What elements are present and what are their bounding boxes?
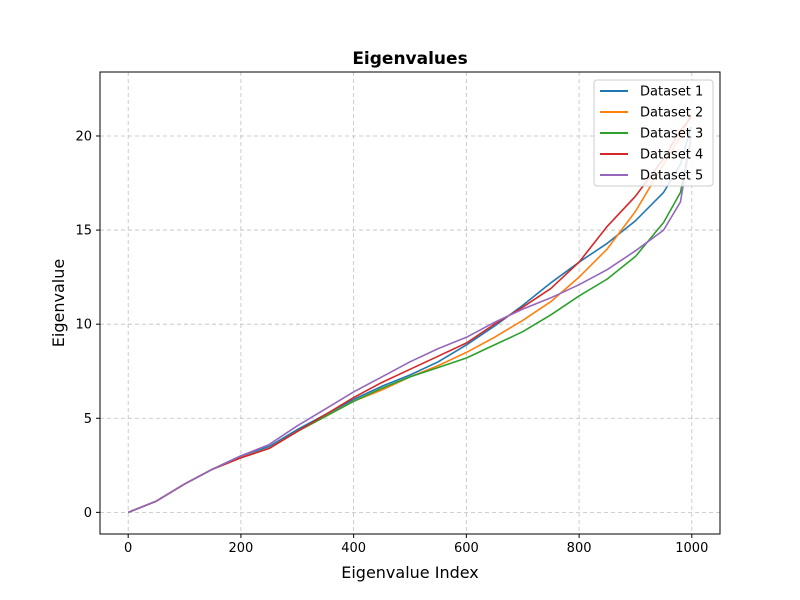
legend-label-2: Dataset 2	[640, 106, 703, 121]
legend-label-3: Dataset 3	[640, 127, 703, 142]
series-line-4	[127, 116, 692, 514]
ticks: 0 200 400 600 800 1000 0 5 10 15 20	[75, 129, 708, 556]
series-line-5	[127, 135, 693, 514]
plot-frame	[99, 71, 721, 535]
x-axis-label: Eigenvalue Index	[341, 563, 479, 582]
legend-label-4: Dataset 4	[640, 148, 703, 163]
x-tick-label: 200	[228, 541, 253, 556]
legend: Dataset 1 Dataset 2 Dataset 3 Dataset 4 Data…	[593, 79, 714, 187]
y-axis-label: Eigenvalue	[49, 259, 68, 347]
x-tick-label: 0	[124, 541, 132, 556]
y-tick-label: 15	[75, 224, 92, 239]
legend-label-5: Dataset 5	[640, 169, 703, 184]
x-tick-label: 800	[567, 541, 592, 556]
y-tick-label: 20	[75, 129, 92, 144]
y-tick-label: 10	[75, 318, 92, 333]
x-tick-label: 400	[341, 541, 366, 556]
x-tick-label: 1000	[675, 541, 708, 556]
y-tick-label: 0	[84, 506, 92, 521]
legend-label-1: Dataset 1	[640, 85, 703, 100]
y-tick-label: 5	[84, 412, 92, 427]
legend-box	[593, 79, 714, 187]
series-layer	[127, 113, 693, 514]
chart-title: Eigenvalues	[352, 49, 467, 69]
x-tick-label: 600	[454, 541, 479, 556]
